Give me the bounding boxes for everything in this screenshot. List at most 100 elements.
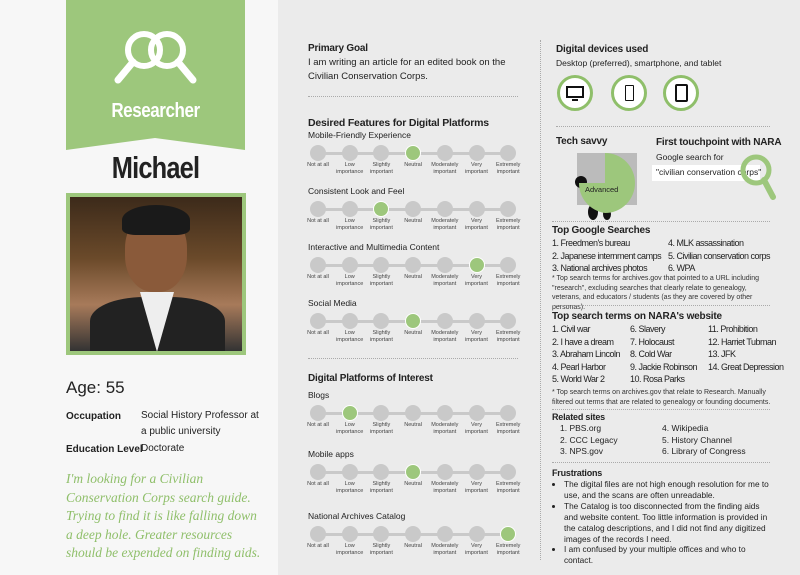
scale-option[interactable] [373, 405, 390, 421]
scale-option-label: Not at all [307, 543, 329, 549]
scale-option-label: Neutral [404, 162, 422, 168]
scale-option-label: Very important [465, 481, 488, 494]
scale-option[interactable] [468, 313, 485, 329]
scale-option-selected[interactable] [373, 201, 390, 217]
scale-option[interactable] [373, 313, 390, 329]
scale-option[interactable] [500, 201, 517, 217]
scale-option-label: Very important [465, 218, 488, 231]
scale-option[interactable] [310, 464, 326, 480]
banner-tail [66, 138, 245, 150]
scale-option-label: Low importance [336, 481, 364, 494]
scale-option[interactable] [341, 201, 358, 217]
scale-option-label: Moderately important [431, 481, 459, 494]
scale-option-label: Slightly important [369, 218, 393, 231]
scale-option[interactable] [436, 526, 453, 542]
scale-option-label: Moderately important [431, 274, 459, 287]
devices-text: Desktop (preferred), smartphone, and tab… [556, 58, 722, 68]
scale-option-label: Neutral [404, 481, 422, 487]
scale-option[interactable] [373, 145, 390, 161]
scale-title: Blogs [308, 390, 330, 400]
scale-option-label: Slightly important [369, 330, 393, 343]
scale-option[interactable] [373, 464, 390, 480]
scale-option[interactable] [373, 257, 390, 273]
scale-option-label: Not at all [307, 330, 329, 336]
devices-title: Digital devices used [556, 44, 649, 55]
scale-option-label: Moderately important [431, 543, 459, 556]
scale-option[interactable] [436, 405, 453, 421]
scale-option[interactable] [500, 464, 517, 480]
scale-option-label: Very important [465, 422, 488, 435]
scale-option[interactable] [405, 257, 422, 273]
scale-option-selected[interactable] [405, 464, 422, 480]
age-value: 55 [105, 378, 125, 397]
related-list-2: 4. Wikipedia 5. History Channel 6. Library… [662, 423, 746, 456]
scale-option-label: Very important [465, 162, 488, 175]
scale-option[interactable] [468, 201, 485, 217]
scale-title: Mobile apps [308, 449, 354, 459]
scale-option-label: Slightly important [369, 162, 393, 175]
scale-option[interactable] [436, 464, 453, 480]
scale-option[interactable] [341, 145, 358, 161]
scale-option[interactable] [436, 145, 453, 161]
scale-option[interactable] [436, 313, 453, 329]
scale-option[interactable] [500, 257, 517, 273]
features-title: Desired Features for Digital Platforms [308, 117, 489, 129]
magnifier-logo-icon [114, 31, 197, 84]
scale-option-selected[interactable] [500, 526, 517, 542]
scale-option-label: Slightly important [369, 274, 393, 287]
occupation-label: Occupation [66, 411, 122, 422]
scale-option[interactable] [341, 464, 358, 480]
scale-option[interactable] [468, 145, 485, 161]
scale-option-label: Neutral [404, 330, 422, 336]
persona-quote: I'm looking for a Civilian Conservation … [66, 471, 261, 560]
tech-level: Advanced [585, 185, 619, 194]
scale-option[interactable] [310, 257, 326, 273]
scale-option[interactable] [341, 257, 358, 273]
related-title: Related sites [552, 412, 605, 422]
scale-option[interactable] [468, 526, 485, 542]
scale-option[interactable] [310, 526, 326, 542]
scale-option[interactable] [500, 313, 517, 329]
scale-option[interactable] [500, 405, 517, 421]
scale-option-selected[interactable] [468, 257, 485, 273]
frustrations-title: Frustrations [552, 468, 603, 478]
scale-option-label: Low importance [336, 218, 364, 231]
scale-option[interactable] [468, 464, 485, 480]
scale-option-label: Low importance [336, 422, 364, 435]
scale-option[interactable] [310, 145, 326, 161]
desktop-icon [557, 75, 593, 111]
scale-option-label: Moderately important [431, 162, 459, 175]
scale-option-label: Extremely important [495, 422, 521, 435]
scale-option[interactable] [436, 201, 453, 217]
scale-option[interactable] [310, 405, 326, 421]
age: Age: 55 [66, 378, 125, 398]
scale-option-label: Low importance [336, 330, 364, 343]
scale-option[interactable] [341, 313, 358, 329]
tech-savvy-gauge: Advanced [575, 150, 640, 220]
scale-option-label: Not at all [307, 218, 329, 224]
related-list-1: 1. PBS.org 2. CCC Legacy 3. NPS.gov [560, 423, 618, 456]
scale-option[interactable] [373, 526, 390, 542]
search-query: "civilian conservation corps" [652, 165, 761, 181]
scale-option[interactable] [436, 257, 453, 273]
scale-option[interactable] [310, 201, 326, 217]
scale-option[interactable] [405, 526, 422, 542]
scale-option[interactable] [405, 405, 422, 421]
google-list-2: 4. MLK assassination 5. Civilian conserva… [668, 238, 771, 273]
scale-option-label: Moderately important [431, 422, 459, 435]
scale-option-selected[interactable] [405, 313, 422, 329]
scale-option[interactable] [341, 526, 358, 542]
google-title: Top Google Searches [552, 225, 651, 236]
scale-option-label: Not at all [307, 481, 329, 487]
scale-option[interactable] [468, 405, 485, 421]
scale-option-label: Low importance [336, 543, 364, 556]
occupation-value: Social History Professor at a public uni… [141, 410, 259, 437]
scale-option[interactable] [500, 145, 517, 161]
scale-option-selected[interactable] [405, 145, 422, 161]
scale-option-label: Extremely important [495, 274, 521, 287]
frustration-item: I am confused by your multiple offices a… [564, 544, 774, 566]
scale-option-label: Slightly important [369, 481, 393, 494]
scale-option-selected[interactable] [341, 405, 358, 421]
scale-option[interactable] [405, 201, 422, 217]
scale-option[interactable] [310, 313, 326, 329]
